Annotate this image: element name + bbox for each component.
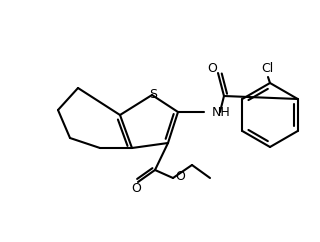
Text: O: O [131, 182, 141, 196]
Text: NH: NH [212, 106, 231, 119]
Text: S: S [149, 88, 157, 100]
Text: O: O [175, 169, 185, 182]
Text: O: O [207, 61, 217, 75]
Text: Cl: Cl [261, 62, 273, 76]
